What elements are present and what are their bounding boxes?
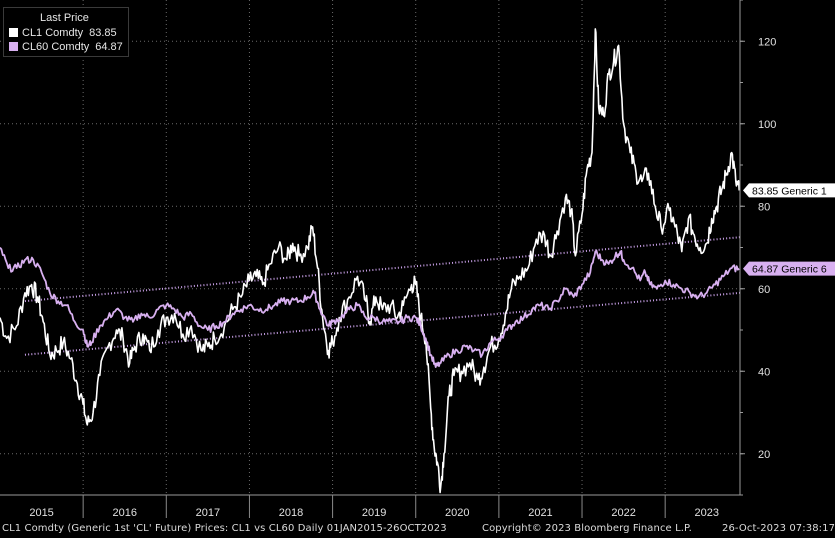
series-line-cl1 — [0, 28, 740, 494]
footer-timestamp: 26-Oct-2023 07:38:17 — [722, 523, 835, 534]
footer-copyright: Copyright© 2023 Bloomberg Finance L.P. — [482, 523, 692, 534]
x-tick-label: 2016 — [112, 507, 136, 519]
x-tick-label: 2021 — [528, 507, 552, 519]
legend-value-cl1: 83.85 — [89, 27, 117, 39]
x-tick-label: 2017 — [196, 507, 220, 519]
x-tick-label: 2022 — [611, 507, 635, 519]
last-price-tag-cl1: 83.85 Generic 1 — [743, 183, 835, 198]
x-tick-label: 2015 — [29, 507, 53, 519]
legend: Last Price CL1 Comdty 83.85 CL60 Comdty 64… — [3, 7, 129, 57]
x-tick-label: 2023 — [694, 507, 718, 519]
y-tick-label: 80 — [758, 201, 770, 213]
legend-title: Last Price — [40, 12, 89, 24]
legend-swatch-cl60 — [9, 42, 18, 51]
legend-swatch-cl1 — [9, 28, 18, 37]
y-tick-label: 60 — [758, 284, 770, 296]
last-price-tags: 83.85 Generic 1 64.87 Generic 6 — [743, 183, 835, 276]
legend-value-cl60: 64.87 — [95, 41, 123, 53]
tag-background — [743, 183, 835, 198]
tag-background — [743, 261, 835, 276]
grid — [0, 0, 740, 495]
x-tick-label: 2018 — [279, 507, 303, 519]
footer-description: CL1 Comdty (Generic 1st 'CL' Future) Pri… — [2, 523, 447, 534]
channel-lower — [24, 291, 741, 356]
legend-item-cl60: CL60 Comdty 64.87 — [9, 40, 123, 54]
x-axis: 2015 2016 2017 2018 2019 2020 2021 2022 2023 — [0, 494, 740, 519]
legend-label-cl60: CL60 Comdty — [22, 41, 90, 53]
y-tick-label: 100 — [758, 119, 776, 131]
y-axis: 20 40 60 80 100 120 — [739, 0, 776, 496]
x-tick-label: 2020 — [445, 507, 469, 519]
legend-item-cl1: CL1 Comdty 83.85 — [9, 26, 117, 40]
tag-label: 64.87 Generic 6 — [752, 264, 827, 276]
series-line-cl60 — [0, 246, 740, 369]
y-tick-label: 120 — [758, 36, 776, 48]
x-tick-label: 2019 — [362, 507, 386, 519]
channel-upper — [24, 236, 741, 303]
y-tick-label: 40 — [758, 366, 770, 378]
series-lines — [0, 28, 740, 494]
last-price-tag-cl60: 64.87 Generic 6 — [743, 261, 835, 276]
legend-label-cl1: CL1 Comdty — [22, 27, 84, 39]
tag-label: 83.85 Generic 1 — [752, 185, 827, 197]
y-tick-label: 20 — [758, 449, 770, 461]
trend-channel — [24, 236, 741, 356]
